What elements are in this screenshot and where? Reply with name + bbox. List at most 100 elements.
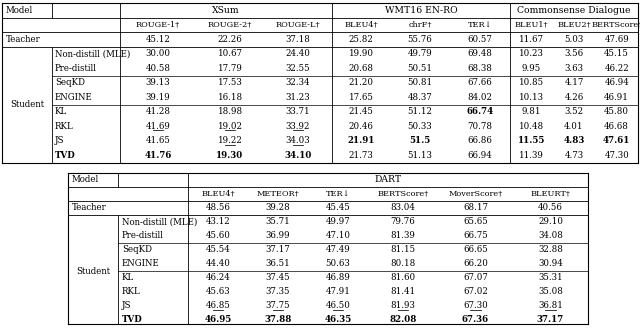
Text: 32.88: 32.88 (538, 245, 563, 255)
Text: 50.81: 50.81 (408, 78, 433, 87)
Text: BERTScore†: BERTScore† (591, 21, 640, 29)
Text: 49.79: 49.79 (408, 49, 433, 58)
Text: 19.22: 19.22 (218, 136, 243, 145)
Text: 21.20: 21.20 (349, 78, 374, 87)
Text: 47.10: 47.10 (326, 232, 351, 240)
Text: 45.15: 45.15 (604, 49, 629, 58)
Text: 37.88: 37.88 (264, 316, 292, 324)
Text: 10.85: 10.85 (519, 78, 544, 87)
Text: 20.46: 20.46 (349, 122, 373, 131)
Text: 3.52: 3.52 (564, 107, 584, 116)
Text: 36.81: 36.81 (538, 301, 563, 311)
Text: 46.94: 46.94 (604, 78, 629, 87)
Text: 4.83: 4.83 (563, 136, 585, 145)
Text: 35.31: 35.31 (538, 274, 563, 282)
Text: 45.80: 45.80 (604, 107, 629, 116)
Text: 17.65: 17.65 (349, 93, 373, 102)
Text: 51.12: 51.12 (408, 107, 433, 116)
Text: BLEU4†: BLEU4† (201, 190, 235, 198)
Text: 19.02: 19.02 (218, 122, 243, 131)
Text: 67.07: 67.07 (463, 274, 488, 282)
Text: 83.04: 83.04 (390, 203, 415, 213)
Text: 46.85: 46.85 (205, 301, 230, 311)
Text: 65.65: 65.65 (463, 217, 488, 227)
Text: 50.51: 50.51 (408, 64, 433, 73)
Text: 32.55: 32.55 (285, 64, 310, 73)
Text: 19.90: 19.90 (349, 49, 374, 58)
Text: 21.45: 21.45 (349, 107, 373, 116)
Text: BLEURT†: BLEURT† (531, 190, 570, 198)
Text: 51.5: 51.5 (410, 136, 431, 145)
Text: Teacher: Teacher (72, 203, 107, 213)
Text: 47.91: 47.91 (326, 288, 351, 297)
Text: ROUGE-2†: ROUGE-2† (208, 21, 252, 29)
Text: 29.10: 29.10 (538, 217, 563, 227)
Text: 40.58: 40.58 (145, 64, 170, 73)
Text: 33.71: 33.71 (285, 107, 310, 116)
Text: 51.13: 51.13 (408, 151, 433, 160)
Text: 3.56: 3.56 (564, 49, 584, 58)
Text: 34.10: 34.10 (284, 151, 312, 160)
Text: 67.02: 67.02 (463, 288, 488, 297)
Text: 11.67: 11.67 (519, 35, 544, 44)
Text: 20.68: 20.68 (349, 64, 374, 73)
Text: 82.08: 82.08 (389, 316, 417, 324)
Text: 9.95: 9.95 (522, 64, 541, 73)
Text: 47.61: 47.61 (603, 136, 630, 145)
Text: 66.86: 66.86 (468, 136, 492, 145)
Text: 16.18: 16.18 (218, 93, 243, 102)
Text: 4.01: 4.01 (564, 122, 584, 131)
Text: 21.73: 21.73 (349, 151, 373, 160)
Text: MoverScore†: MoverScore† (449, 190, 502, 198)
Text: 39.13: 39.13 (146, 78, 170, 87)
Text: RKL: RKL (55, 122, 74, 131)
Text: 66.75: 66.75 (463, 232, 488, 240)
Text: 66.74: 66.74 (467, 107, 493, 116)
Text: 17.53: 17.53 (218, 78, 243, 87)
Text: WMT16 EN-RO: WMT16 EN-RO (385, 6, 458, 15)
Text: Student: Student (10, 100, 44, 109)
Text: 46.24: 46.24 (205, 274, 230, 282)
Text: 39.28: 39.28 (266, 203, 291, 213)
Text: 67.36: 67.36 (462, 316, 489, 324)
Text: Model: Model (72, 175, 99, 184)
Text: DART: DART (374, 175, 401, 184)
Text: TER↓: TER↓ (468, 21, 492, 29)
Text: 35.71: 35.71 (266, 217, 291, 227)
Text: Non-distill (MLE): Non-distill (MLE) (122, 217, 197, 227)
Text: 79.76: 79.76 (390, 217, 415, 227)
Text: Non-distill (MLE): Non-distill (MLE) (55, 49, 131, 58)
Text: TVD: TVD (55, 151, 76, 160)
Text: 41.76: 41.76 (144, 151, 172, 160)
Text: 10.23: 10.23 (519, 49, 544, 58)
Text: 41.28: 41.28 (145, 107, 170, 116)
Text: 46.91: 46.91 (604, 93, 629, 102)
Text: 46.22: 46.22 (604, 64, 629, 73)
Text: 81.60: 81.60 (390, 274, 415, 282)
Text: Pre-distill: Pre-distill (55, 64, 97, 73)
Text: 67.30: 67.30 (463, 301, 488, 311)
Text: Pre-distill: Pre-distill (122, 232, 164, 240)
Text: 10.13: 10.13 (519, 93, 544, 102)
Text: 44.40: 44.40 (205, 259, 230, 269)
Text: 50.63: 50.63 (326, 259, 350, 269)
Text: Model: Model (6, 6, 33, 15)
Text: 37.75: 37.75 (266, 301, 291, 311)
Text: 45.45: 45.45 (326, 203, 350, 213)
Text: 37.18: 37.18 (285, 35, 310, 44)
Text: 45.12: 45.12 (145, 35, 170, 44)
Text: 11.55: 11.55 (518, 136, 545, 145)
Text: 48.56: 48.56 (205, 203, 230, 213)
Text: METEOR†: METEOR† (257, 190, 300, 198)
Text: 35.08: 35.08 (538, 288, 563, 297)
Text: 4.17: 4.17 (564, 78, 584, 87)
Text: 39.19: 39.19 (146, 93, 170, 102)
Text: BLEU1†: BLEU1† (515, 21, 548, 29)
Text: Teacher: Teacher (6, 35, 41, 44)
Text: 40.56: 40.56 (538, 203, 563, 213)
Text: 47.69: 47.69 (604, 35, 629, 44)
Text: 30.00: 30.00 (145, 49, 170, 58)
Text: 31.23: 31.23 (285, 93, 310, 102)
Text: 80.18: 80.18 (390, 259, 415, 269)
Text: 5.03: 5.03 (564, 35, 584, 44)
